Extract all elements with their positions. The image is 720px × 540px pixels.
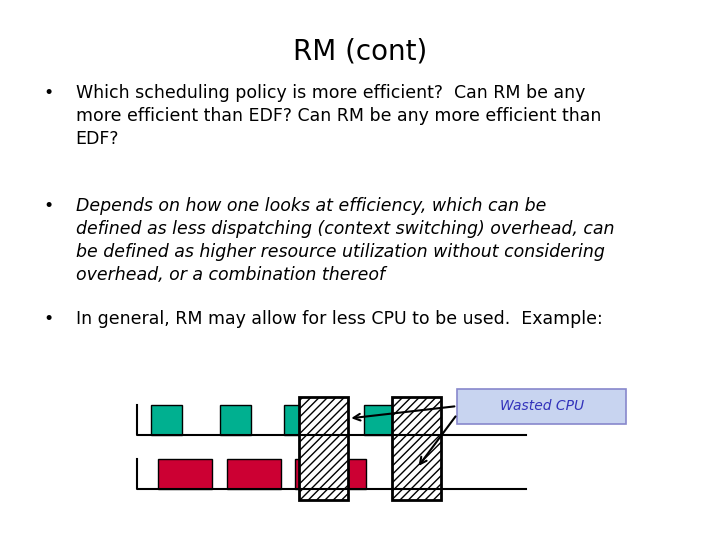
Bar — [335, 459, 366, 489]
Bar — [457, 389, 626, 424]
Text: •: • — [43, 197, 53, 215]
Bar — [220, 405, 251, 435]
Text: Depends on how one looks at efficiency, which can be
defined as less dispatching: Depends on how one looks at efficiency, … — [76, 197, 614, 284]
Bar — [284, 405, 315, 435]
Bar — [227, 459, 281, 489]
Bar — [158, 459, 212, 489]
Bar — [151, 405, 182, 435]
Bar — [299, 397, 348, 500]
Text: RM (cont): RM (cont) — [293, 38, 427, 66]
Text: In general, RM may allow for less CPU to be used.  Example:: In general, RM may allow for less CPU to… — [76, 310, 603, 328]
Bar — [392, 397, 441, 500]
Text: •: • — [43, 310, 53, 328]
Bar — [295, 459, 326, 489]
Text: •: • — [43, 84, 53, 102]
Text: Wasted CPU: Wasted CPU — [500, 400, 584, 413]
Bar — [364, 405, 395, 435]
Text: Which scheduling policy is more efficient?  Can RM be any
more efficient than ED: Which scheduling policy is more efficien… — [76, 84, 601, 147]
